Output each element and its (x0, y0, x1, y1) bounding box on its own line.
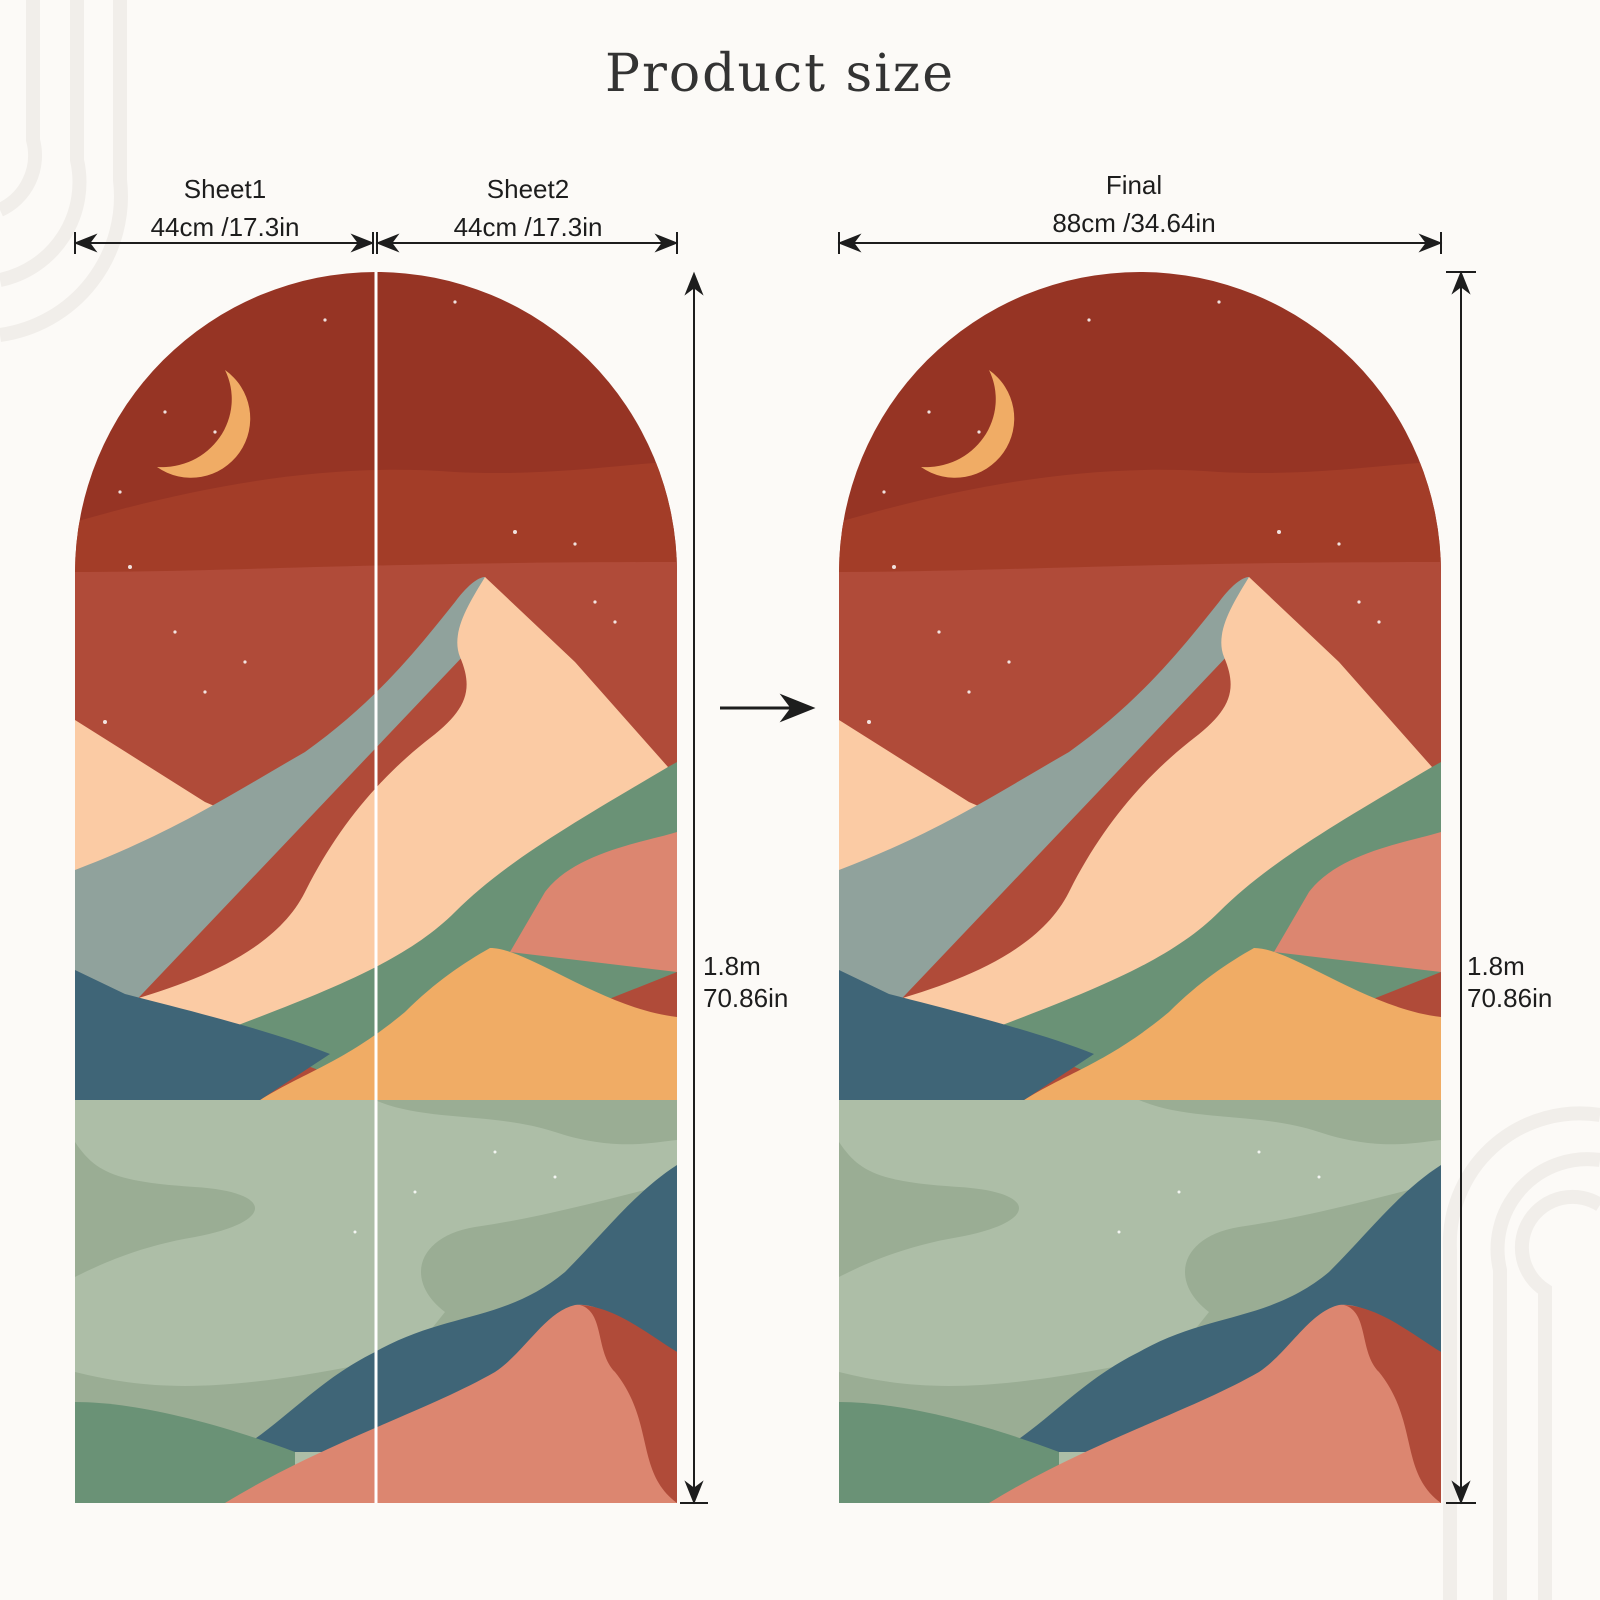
final-label: Final 88cm /34.64in (839, 166, 1429, 242)
right-height-label: 1.8m 70.86in (1467, 950, 1552, 1014)
left-height-arrow (680, 271, 708, 1505)
final-artwork (839, 272, 1441, 1503)
sheet2-width-arrow (375, 232, 679, 254)
page-title: Product size (605, 44, 955, 104)
right-height-in: 70.86in (1467, 983, 1553, 1013)
sheet1-name: Sheet1 (183, 174, 267, 204)
sheet1-width-arrow (73, 232, 375, 254)
left-height-m: 1.8m (703, 951, 761, 981)
left-height-in: 70.86in (703, 983, 789, 1013)
left-height-label: 1.8m 70.86in (703, 950, 788, 1014)
sheet1-width: 44cm /17.3in (150, 212, 300, 242)
sheet2-name: Sheet2 (486, 174, 570, 204)
sheet2-label: Sheet2 44cm /17.3in (378, 170, 678, 246)
right-height-m: 1.8m (1467, 951, 1525, 981)
sheet1-label: Sheet1 44cm /17.3in (75, 170, 375, 246)
final-name: Final (1105, 170, 1163, 200)
final-width: 88cm /34.64in (1052, 208, 1216, 238)
sheet2-width: 44cm /17.3in (453, 212, 603, 242)
final-width-arrow (837, 232, 1443, 254)
right-height-arrow (1446, 270, 1476, 1505)
